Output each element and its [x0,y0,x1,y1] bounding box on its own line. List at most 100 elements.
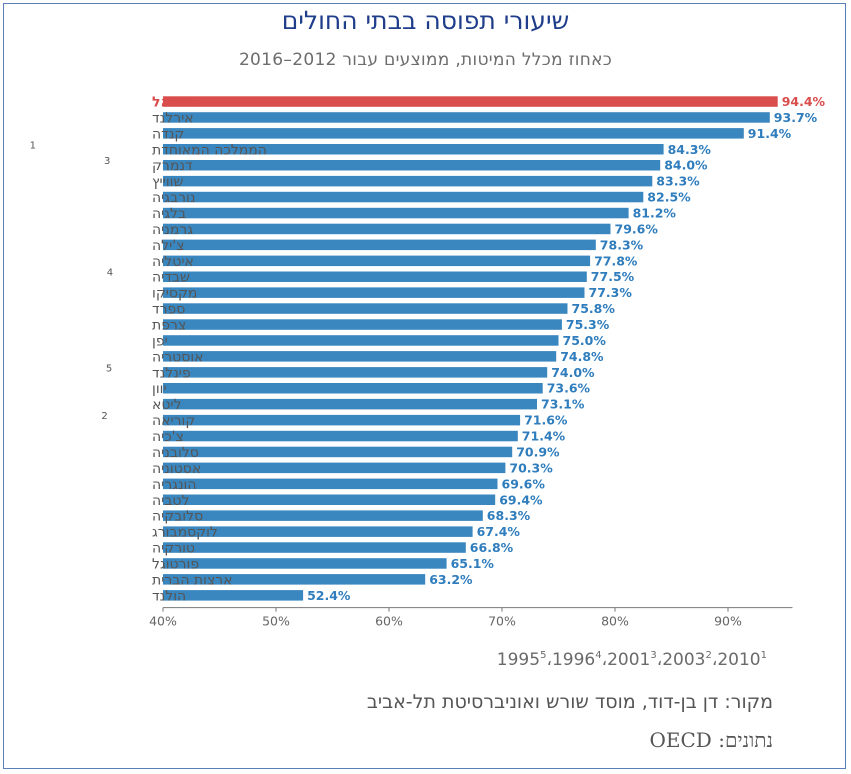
category-label: לטביה [152,493,189,509]
bar-value-label: 74.0% [551,365,595,380]
category-label: שבדיה [152,270,190,286]
bar [163,574,426,585]
category-label: נורבגיה [152,190,195,206]
category-label: הולנד [152,588,186,604]
bar-value-label: 93.7% [774,110,818,125]
category-label: אסטוניה [152,461,201,477]
bar [163,542,466,553]
bar-value-label: 65.1% [451,556,495,571]
chart-subtitle: כאחוז מכלל המיטות, ממוצעים עבור 2012–201… [238,50,613,70]
bar [163,287,585,298]
bar [163,383,543,394]
bar-value-label: 63.2% [429,572,473,587]
footnote-marker: 3 [650,650,657,661]
category-label: יפן [152,333,168,349]
source-credit: מקור: דן בן-דוד, מוסד שורש ואוניברסיטת ת… [366,691,773,713]
data-source-credit: נתונים: OECD [649,728,774,752]
bar [163,144,664,155]
bar-value-label: 69.6% [502,476,546,491]
footnote-marker: 5 [540,650,547,661]
bar [163,160,661,171]
category-label: ישראל [152,95,194,111]
footnote-separator: ، [546,650,552,670]
footnote-marker: 4 [595,650,602,661]
x-tick-label: 60% [375,614,403,629]
x-tick-label: 80% [601,614,629,629]
footnote-year: 2010 [717,650,761,670]
category-footnote-mark: 1 [30,140,36,151]
bar [163,526,473,537]
bar-value-label: 94.4% [782,94,826,109]
bar [163,590,304,601]
footnote-separator: ، [656,650,663,670]
category-label: ספרד [152,302,185,318]
bar-value-label: 75.0% [563,333,607,348]
bar [163,255,591,267]
category-label: מקסיקו [152,286,197,302]
bar [163,367,548,378]
category-label: קוריאה [152,413,195,429]
bar [163,207,629,219]
bar-value-label: 75.3% [566,317,610,332]
category-label: סלובניה [152,445,199,461]
category-footnote-mark: 3 [104,156,110,167]
category-label: אירלנד [152,110,194,126]
bar [163,319,562,330]
bar-value-label: 73.6% [547,381,591,396]
bar [163,96,778,107]
bar [163,175,653,187]
bar-value-label: 84.0% [664,158,708,173]
category-label: הממלכה המאוחדת [152,142,267,158]
category-footnote-mark: 4 [107,268,113,279]
category-footnote-mark: 2 [101,411,107,422]
bar [163,303,568,314]
bar-value-label: 82.5% [647,190,691,205]
footnote-separator: ، [601,650,608,670]
bar [163,430,518,442]
category-label: סלובקיה [152,509,203,525]
category-label: בלגיה [152,206,186,222]
x-tick-label: 70% [488,614,516,629]
footnote-year: 2003 [662,650,706,670]
footnote-marker: 2 [705,650,712,661]
bar-value-label: 75.8% [572,301,616,316]
bar-value-label: 52.4% [307,588,351,603]
category-footnote-mark: 5 [106,363,112,374]
bar [163,398,537,410]
bar-value-label: 73.1% [541,397,585,412]
bar-value-label: 81.2% [633,206,677,221]
bar-value-label: 71.6% [524,413,568,428]
bar [163,414,521,426]
bar [163,128,744,139]
bar [163,478,498,490]
bar [163,223,611,235]
x-tick-label: 90% [714,614,742,629]
category-label: דנמרק [152,158,193,174]
category-label: איטליה [152,254,194,270]
bar [163,335,559,346]
chart-title: שיעורי תפוסה בבתי החולים [281,6,570,35]
bar [163,462,506,474]
bar-value-label: 70.9% [516,445,560,460]
category-label: הונגריה [152,477,197,493]
category-label: טורקיה [152,541,195,557]
bar-value-label: 84.3% [668,142,712,157]
bar-value-label: 68.3% [487,508,531,523]
category-label: צרפת [152,318,186,334]
category-label: לוקסמבורג [152,525,218,541]
bar-value-label: 77.3% [589,285,633,300]
footnote-separator: ، [711,650,718,670]
category-label: שווייץ [152,174,183,190]
category-label: קנדה [152,126,184,142]
bar-value-label: 83.3% [656,174,700,189]
bar [163,510,483,521]
bar-value-label: 79.6% [615,221,659,236]
category-label: יוון [152,381,167,397]
footnote-year: 2001 [607,650,651,670]
footnote-marker: 1 [760,650,767,661]
category-label: אוסטריה [152,349,204,365]
category-label: צ'כיה [152,429,184,445]
bar-value-label: 77.5% [591,269,635,284]
footnotes-legend: 19955،19964،20013،20032،20101 [497,650,767,670]
bar-value-label: 91.4% [748,126,792,141]
